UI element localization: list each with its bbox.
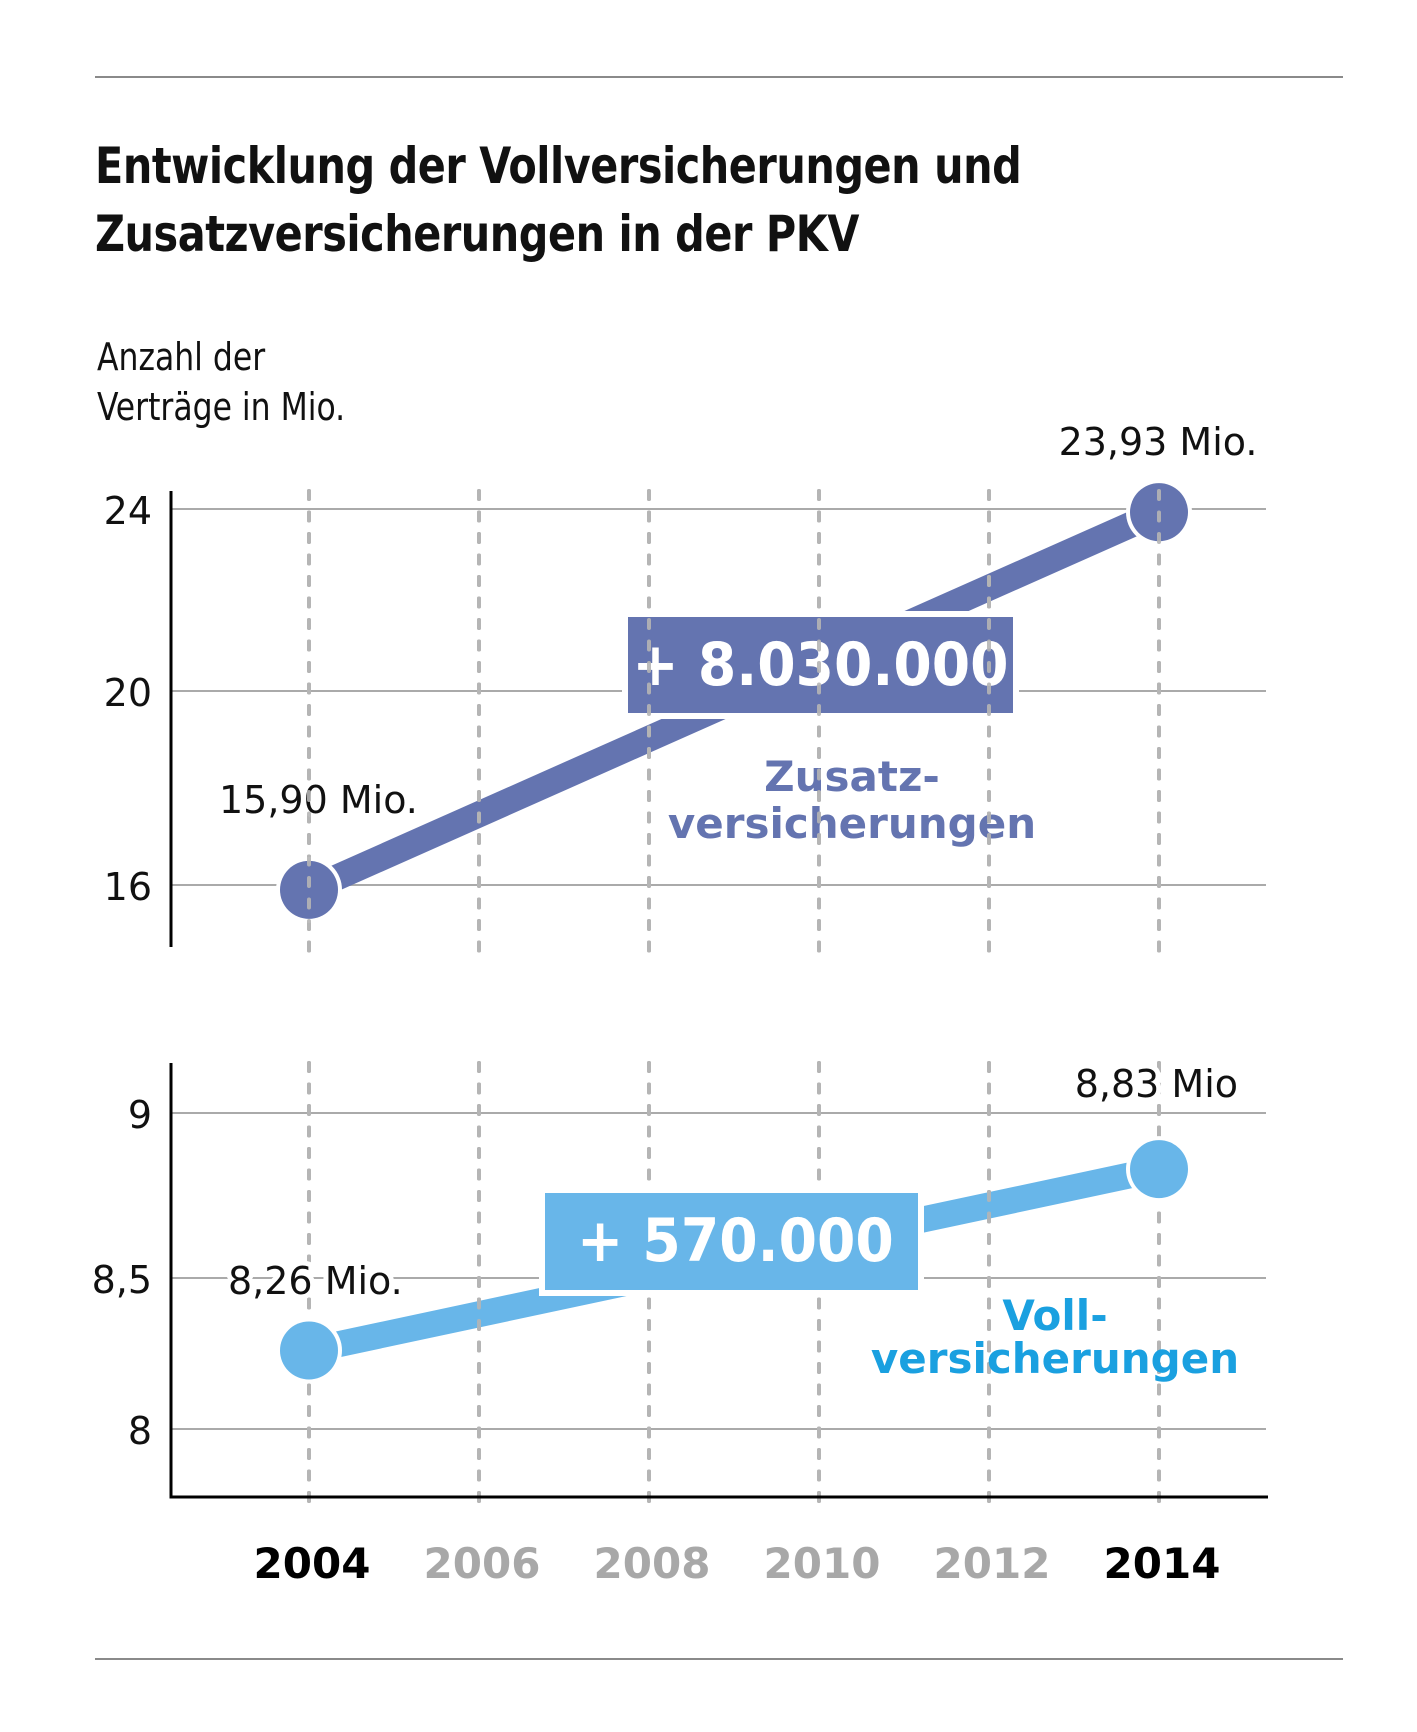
series-name-line-1: Voll- <box>1002 1291 1107 1340</box>
bottom-rule <box>95 1658 1343 1660</box>
y-axis-label: Anzahl der Verträge in Mio. <box>97 332 345 432</box>
y-tick-label: 8,5 <box>92 1258 152 1302</box>
panel-vollversicherungen: 9 8,5 8 + 570.000 8,26 Mio. 8,83 Mio Voll-vers… <box>92 489 1243 1513</box>
x-tick-label: 2006 <box>424 1539 541 1588</box>
data-point-2014 <box>1130 1140 1188 1199</box>
value-label-2014: 23,93 Mio. <box>1059 420 1258 464</box>
value-label-2004: 15,90 Mio. <box>219 778 418 822</box>
y-tick-label: 24 <box>104 489 152 533</box>
chart-title: Entwicklung der Vollversicherungen und Z… <box>95 132 1022 268</box>
series-name-line-2: versicherungen <box>668 799 1036 848</box>
x-tick-label: 2012 <box>934 1539 1051 1588</box>
y-tick-label: 8 <box>128 1409 152 1453</box>
y-axis-label-line-1: Anzahl der <box>97 335 266 379</box>
data-point-2004 <box>280 860 338 919</box>
top-rule <box>95 76 1343 78</box>
series-name-line-2: versicherungen <box>871 1334 1239 1383</box>
x-tick-label: 2014 <box>1104 1539 1221 1588</box>
y-tick-label: 20 <box>104 671 152 715</box>
chart-title-line-1: Entwicklung der Vollversicherungen und <box>95 137 1022 195</box>
x-tick-label: 2010 <box>764 1539 881 1588</box>
data-point-2004 <box>280 1321 338 1380</box>
y-axis-label-line-2: Verträge in Mio. <box>97 385 346 429</box>
chart-title-line-2: Zusatzversicherungen in der PKV <box>95 205 859 263</box>
change-box <box>545 1193 918 1290</box>
x-tick-label: 2004 <box>254 1539 371 1588</box>
change-label: + 570.000 <box>577 1205 894 1276</box>
year-dashed-line-overlay <box>307 489 1161 1513</box>
series-name-line-1: Zusatz- <box>764 752 940 801</box>
y-tick-label: 16 <box>104 865 152 909</box>
value-label-2014: 8,83 Mio <box>1075 1062 1238 1106</box>
x-tick-label: 2008 <box>594 1539 711 1588</box>
value-label-2004: 8,26 Mio. <box>228 1259 403 1303</box>
y-tick-label: 9 <box>128 1093 152 1137</box>
